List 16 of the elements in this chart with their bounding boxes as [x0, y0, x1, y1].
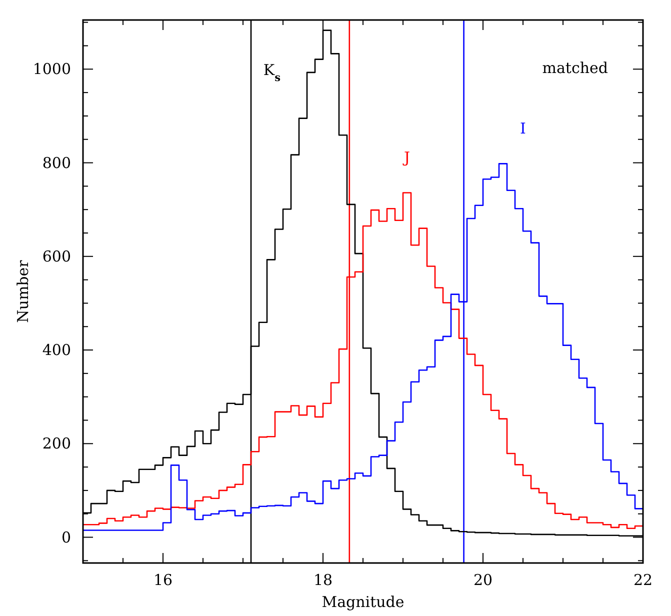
x-tick-label: 16	[153, 571, 173, 589]
series-label: K$_{s}$	[263, 61, 281, 84]
y-tick-label: 400	[42, 341, 71, 360]
x-axis-title: Magnitude	[322, 593, 404, 611]
y-tick-label: 0	[61, 528, 71, 546]
y-axis-title: Number	[14, 259, 32, 323]
y-tick-label: 1000	[32, 60, 71, 78]
series-label: I	[520, 120, 526, 138]
y-tick-label: 600	[42, 247, 71, 266]
y-tick-label: 800	[42, 154, 71, 172]
x-tick-label: 18	[313, 571, 333, 589]
series-label: J	[402, 148, 410, 167]
annotation: matched	[542, 59, 608, 77]
x-tick-label: 22	[633, 571, 653, 589]
y-tick-label: 200	[42, 434, 71, 453]
x-tick-label: 20	[473, 571, 493, 589]
